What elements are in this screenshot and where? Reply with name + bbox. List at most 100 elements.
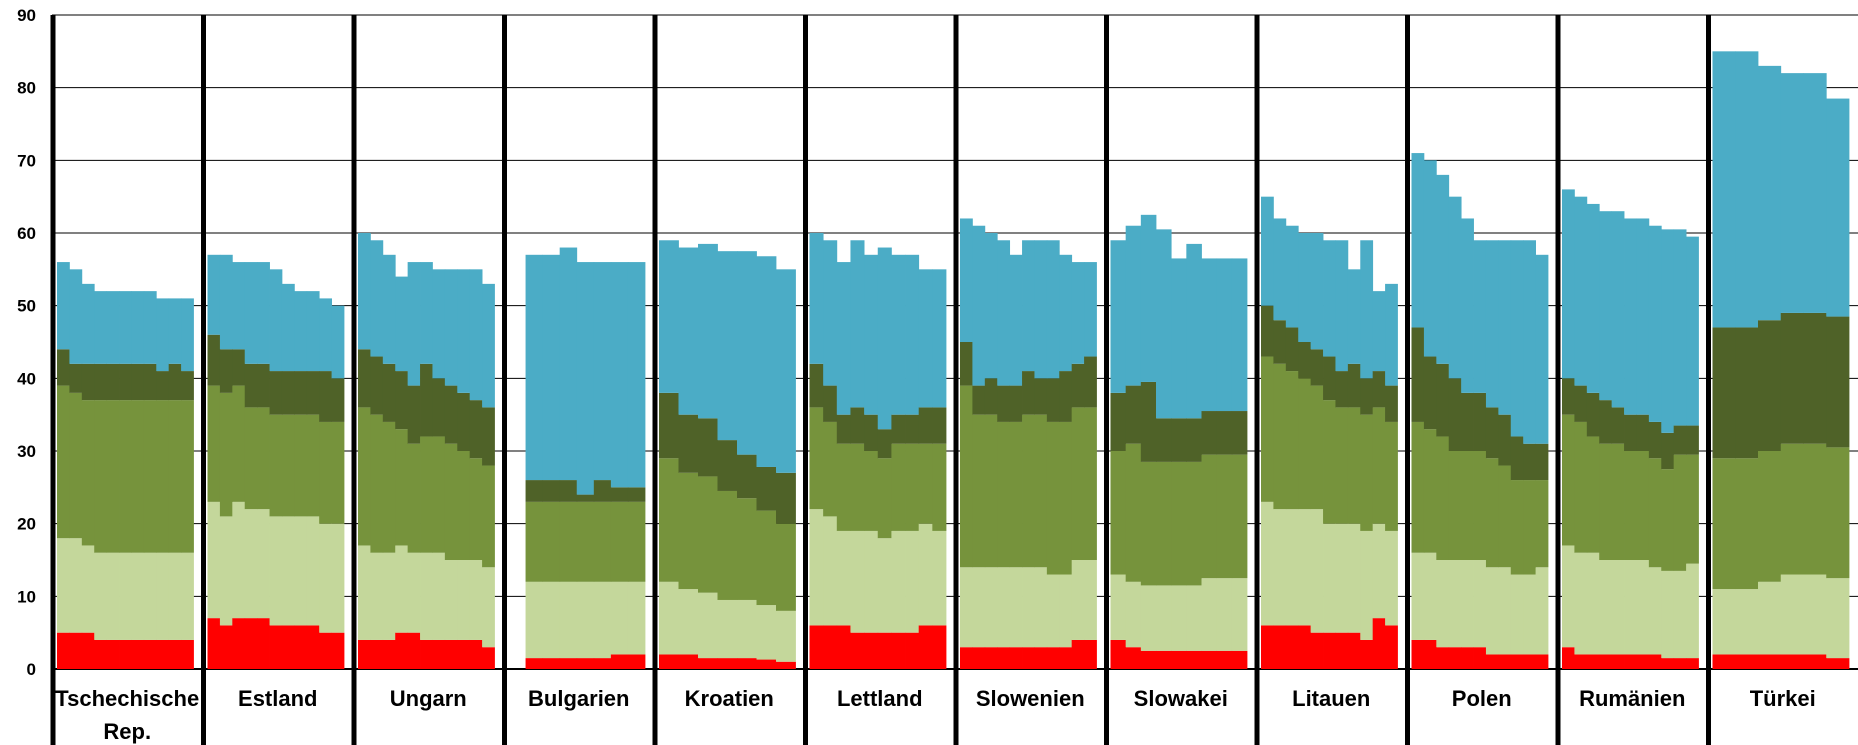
bar-segment — [1485, 567, 1499, 655]
bar-segment — [1372, 618, 1386, 669]
bar-segment — [559, 581, 578, 659]
bar-segment — [1648, 654, 1662, 669]
bar-segment — [905, 632, 920, 669]
bar-segment — [1461, 647, 1474, 669]
bar-segment — [1273, 509, 1287, 626]
bar-segment — [207, 618, 221, 669]
bar-segment — [1535, 480, 1549, 568]
bar-segment — [1485, 458, 1499, 568]
bar-segment — [1648, 458, 1662, 568]
bar-segment — [1803, 574, 1827, 655]
bar-segment — [1231, 258, 1248, 412]
bar-segment — [1347, 407, 1361, 524]
bar-segment — [1347, 363, 1361, 408]
bar-segment — [1803, 654, 1827, 669]
bar-segment — [370, 552, 384, 640]
bar-segment — [1485, 407, 1499, 459]
bar-segment — [1826, 98, 1850, 317]
bar-segment — [1261, 625, 1274, 669]
bar-segment — [659, 458, 679, 582]
bar-segment — [106, 291, 120, 364]
bar-segment — [891, 254, 906, 415]
bar-segment — [219, 516, 233, 626]
bar-segment — [269, 371, 283, 415]
bar-segment — [1335, 523, 1349, 633]
bar-segment — [1171, 258, 1187, 419]
bar-segment — [877, 458, 892, 539]
bar-segment — [181, 400, 194, 553]
bar-segment — [1285, 625, 1299, 669]
bar-segment — [1059, 647, 1073, 669]
bar-segment — [156, 639, 170, 669]
bar-segment — [1758, 65, 1782, 321]
bar-segment — [1648, 225, 1662, 422]
bar-segment — [1661, 658, 1675, 669]
category-label: Polen — [1452, 686, 1512, 711]
bar-segment — [156, 552, 170, 640]
bar-segment — [576, 494, 595, 502]
bar-segment — [627, 501, 646, 582]
bar-segment — [678, 472, 699, 590]
bar-segment — [593, 581, 612, 659]
bar-segment — [1758, 320, 1782, 451]
bar-segment — [1201, 454, 1218, 579]
bar-segment — [319, 523, 332, 633]
bar-segment — [395, 545, 409, 633]
bar-segment — [1498, 465, 1512, 568]
bar-segment — [1323, 240, 1336, 357]
bar-segment — [143, 400, 157, 553]
bar-segment — [1084, 639, 1097, 669]
bar-segment — [1636, 218, 1650, 415]
bar-segment — [143, 363, 157, 401]
bar-segment — [81, 400, 95, 546]
bar-segment — [1636, 451, 1650, 560]
bar-segment — [1385, 530, 1398, 626]
bar-segment — [358, 349, 371, 408]
y-tick-label: 60 — [17, 224, 36, 243]
bar-segment — [57, 262, 70, 350]
bar-segment — [972, 567, 986, 648]
bar-segment — [823, 421, 838, 517]
bar-segment — [257, 618, 270, 669]
bar-segment — [1084, 356, 1097, 408]
bar-segment — [1599, 654, 1613, 669]
bar-segment — [1125, 443, 1142, 582]
bar-segment — [1046, 574, 1060, 648]
bar-segment — [1298, 625, 1312, 669]
bar-segment — [407, 552, 421, 633]
bar-segment — [1473, 240, 1487, 393]
bar-segment — [1661, 229, 1675, 433]
bar-segment — [1186, 243, 1202, 419]
bar-segment — [717, 490, 738, 600]
bar-segment — [1156, 585, 1172, 651]
bar-segment — [918, 523, 933, 626]
bar-segment — [420, 363, 433, 437]
bar-segment — [659, 240, 679, 393]
bar-segment — [432, 378, 446, 437]
bar-segment — [1125, 647, 1142, 669]
bar-segment — [1046, 378, 1060, 422]
bar-segment — [1661, 570, 1675, 659]
y-tick-label: 90 — [17, 6, 36, 25]
bar-segment — [678, 247, 699, 415]
bar-segment — [905, 443, 920, 531]
bar-segment — [1673, 454, 1687, 571]
bar-segment — [57, 349, 70, 386]
bar-segment — [382, 639, 396, 669]
bar-segment — [542, 254, 561, 481]
bar-segment — [1171, 650, 1187, 669]
bar-segment — [972, 385, 986, 415]
bar-segment — [1758, 451, 1782, 582]
bar-segment — [1140, 650, 1157, 669]
bar-segment — [1034, 567, 1048, 648]
bar-segment — [576, 262, 595, 495]
bar-segment — [1735, 327, 1759, 459]
bar-segment — [559, 501, 578, 582]
bar-group — [1110, 214, 1248, 669]
bar-segment — [1735, 51, 1759, 328]
bar-segment — [1586, 392, 1600, 437]
bar-segment — [1574, 385, 1588, 422]
bar-segment — [1436, 174, 1450, 364]
bar-segment — [717, 658, 738, 669]
